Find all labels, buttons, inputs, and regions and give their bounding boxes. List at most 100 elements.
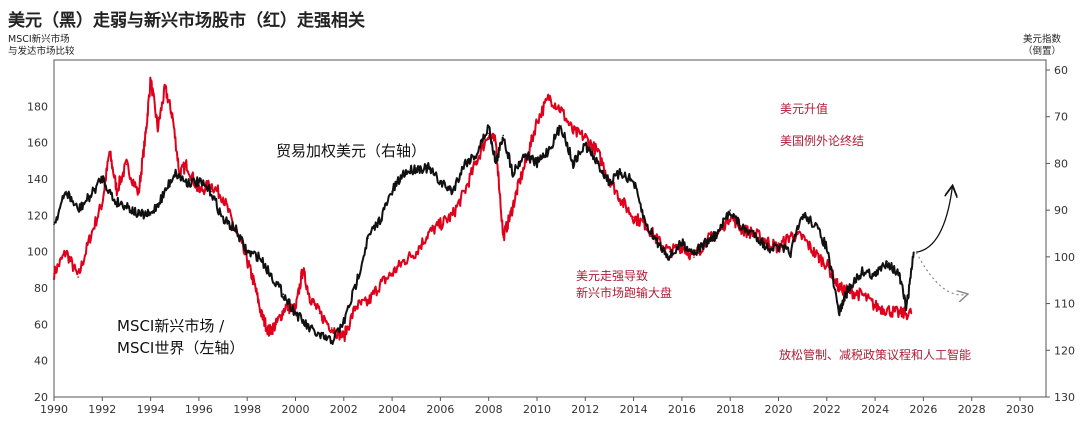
scenario-end-label: 美国例外论终结 [780,134,865,148]
msci-line-point [65,250,67,253]
x-tick-label: 2030 [1006,403,1034,416]
msci-line-point [439,223,442,226]
dollar-line-point [65,190,67,193]
x-tick-label: 2010 [523,403,551,416]
dollar-line-point [741,228,744,230]
dollar-line-point [306,326,309,328]
msci-line-point [495,141,497,144]
msci-line-point [620,200,623,202]
x-tick-label: 2022 [813,403,841,416]
x-tick-label: 1990 [40,403,68,416]
msci-line-point [826,263,828,266]
msci-line-point [260,314,263,317]
x-tick-label: 2012 [571,403,599,416]
x-tick-label: 2006 [426,403,454,416]
left-axis-label-line1: MSCI新兴市场 [8,34,70,45]
dollar-line-point [681,242,683,244]
left-tick-label: 60 [34,318,48,331]
right-axis-label-line1: 美元指数 [1023,34,1062,45]
right-tick-label: 70 [1054,111,1068,124]
dollar-line [53,124,915,345]
scenario-up-label: 美元升值 [780,102,829,116]
dollar-line-point [524,153,526,155]
dollar-line-point [475,153,478,155]
msci-line-point [403,259,405,262]
dollar-line-point [693,251,695,253]
plot-frame [53,59,1047,398]
x-tick-label: 2018 [716,403,744,416]
dollar-line-point [502,134,504,137]
dollar-line-point [560,125,562,127]
msci-line-point [53,272,55,275]
right-axis-label-line2: （倒置） [1023,46,1062,57]
msci-line-point [108,150,111,153]
dollar-line-point [330,340,333,342]
msci-line-point [813,252,816,255]
dollar-line-point [838,312,840,314]
dollar-line-point [495,162,497,165]
projection-down-arrow [915,251,967,295]
dollar-line-point [620,171,623,174]
msci-line-point [584,136,587,139]
projection-arrows [915,187,967,295]
msci-line-point [275,323,277,326]
msci-line-point [285,305,287,307]
dollar-line-point [886,260,888,263]
dollar-series-label: 贸易加权美元（右轴） [276,142,427,160]
msci-line-point [789,234,792,237]
dollar-line-point [403,171,405,174]
dollar-line-point [487,125,490,127]
msci-line-point [301,269,304,271]
dollar-line-point [282,293,285,296]
dollar-line-point [862,270,864,272]
dollar-line-point [572,162,575,165]
msci-line-point [101,201,104,204]
msci-line-point [536,120,538,122]
x-tick-label: 1992 [88,403,116,416]
dollar-line-point [343,321,345,324]
x-tick-label: 2008 [475,403,503,416]
right-tick-label: 100 [1054,251,1075,264]
x-tick-label: 2016 [668,403,696,416]
dollar-line-point [234,228,236,230]
msci-line-point [210,183,212,186]
left-tick-label: 20 [34,391,48,404]
left-tick-label: 120 [27,209,48,222]
msci-line-point [898,312,901,315]
msci-line-point [801,236,804,238]
msci-line-point [268,330,270,333]
x-tick-label: 2026 [909,403,937,416]
policy-label: 放松管制、减税政策议程和人工智能 [779,348,972,362]
dollar-line-point [669,256,671,258]
chart-title: 美元（黑）走弱与新兴市场股市（红）走强相关 [8,11,365,31]
msci-line-point [186,163,188,166]
dollar-line-point [101,176,104,179]
msci-line-point [343,336,345,338]
msci-series-label-line2: MSCI世界（左轴） [117,339,245,357]
msci-line-point [77,276,79,278]
msci-line-point [463,190,466,193]
dollar-line-point [912,251,915,253]
dollar-line-point [137,214,140,216]
msci-line-point [516,187,519,189]
msci-line-point [89,236,92,238]
dollar-line-point [874,274,876,277]
dollar-strong-label-line2: 新兴市场跑输大盘 [576,286,673,300]
msci-line-point [137,192,140,195]
dollar-line-point [427,167,430,169]
dollar-line-point [415,167,418,169]
msci-line-point [669,250,671,253]
dollar-line-point [258,256,261,258]
dollar-line-point [391,190,393,193]
msci-line-point [164,87,166,89]
left-axis-label: MSCI新兴市场 与发达市场比较 [8,34,75,58]
dollar-line-point [186,181,188,183]
msci-line-point [222,196,224,198]
right-tick-label: 80 [1054,157,1068,170]
msci-line-point [415,250,418,253]
msci-line-point [632,216,635,218]
dollar-line-point [584,143,587,146]
msci-line-point [572,130,575,133]
msci-line-point [427,232,430,235]
x-tick-label: 2004 [378,403,406,416]
